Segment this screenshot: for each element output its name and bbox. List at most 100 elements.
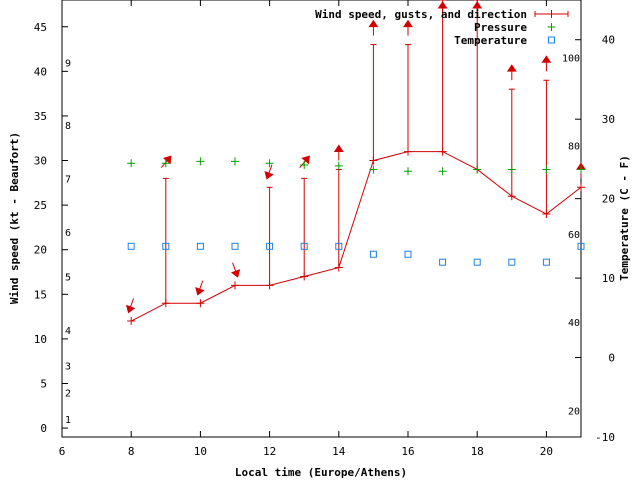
temperature-point — [231, 242, 239, 250]
y-tick-label: 20 — [34, 244, 47, 257]
temperature-point — [196, 242, 204, 250]
pressure-point — [300, 160, 309, 169]
legend-sample-pressure — [547, 23, 556, 31]
temperature-point — [127, 242, 135, 250]
legend-label: Pressure — [474, 21, 527, 34]
y2-tick-label: 10 — [602, 272, 615, 285]
beaufort-label: 1 — [65, 415, 71, 426]
pressure-point — [438, 167, 447, 176]
x-tick-label: 14 — [332, 445, 346, 458]
fahrenheit-label: 60 — [568, 230, 580, 241]
wind-direction-arrow — [333, 144, 344, 161]
temperature-point — [577, 242, 585, 250]
pressure-point — [404, 167, 412, 176]
pressure-point — [231, 157, 239, 166]
pressure-point — [334, 161, 343, 170]
wind-direction-arrow — [264, 164, 274, 180]
beaufort-label: 6 — [65, 228, 71, 239]
arrow-head — [472, 1, 483, 9]
x-tick-label: 16 — [401, 445, 414, 458]
y2-tick-label: -10 — [595, 431, 615, 444]
fahrenheit-label: 100 — [562, 53, 580, 64]
legend-sample-wind-marks — [534, 10, 569, 18]
arrow-head — [301, 155, 310, 165]
arrow-head — [195, 286, 205, 296]
wind-speed-point — [507, 192, 516, 201]
fahrenheit-label: 40 — [568, 318, 580, 329]
wind-direction-arrow — [195, 280, 205, 296]
fahrenheit-label: 20 — [568, 407, 580, 418]
beaufort-label: 3 — [65, 362, 71, 373]
arrow-head — [541, 55, 552, 63]
wind-speed-point — [265, 281, 274, 290]
arrow-head — [333, 144, 344, 152]
beaufort-label: 7 — [65, 174, 71, 185]
wind-speed-point — [577, 183, 585, 192]
wind-direction-arrow — [230, 262, 241, 278]
pressure-point — [473, 165, 482, 174]
wind-direction-arrow — [299, 155, 310, 169]
wind-speed-point — [161, 299, 170, 308]
pressure-point — [161, 159, 170, 168]
pressure-point — [127, 159, 136, 168]
pressure-point — [577, 165, 585, 174]
wind-direction-arrow — [368, 19, 379, 36]
wind-speed-point — [404, 147, 412, 156]
y-axis-title: Wind speed (kt - Beaufort) — [8, 132, 21, 304]
wind-speed-point — [231, 281, 239, 290]
temperature-point — [369, 250, 377, 258]
temperature-point — [266, 242, 274, 250]
beaufort-label: 8 — [65, 121, 71, 132]
y-tick-label: 15 — [34, 288, 47, 301]
y2-tick-label: 40 — [602, 34, 615, 47]
temperature-point — [335, 242, 343, 250]
y2-tick-label: 20 — [602, 193, 615, 206]
beaufort-label: 4 — [65, 326, 71, 337]
legend-label: Wind speed, gusts, and direction — [315, 8, 527, 21]
beaufort-label: 9 — [65, 58, 71, 69]
pressure-point — [542, 165, 551, 174]
beaufort-label: 5 — [65, 272, 71, 283]
y-tick-label: 10 — [34, 333, 47, 346]
plot-area — [61, 0, 582, 438]
temperature-point — [404, 250, 412, 258]
pressure-point — [196, 157, 205, 166]
y-tick-label: 30 — [34, 155, 47, 168]
x-tick-label: 20 — [540, 445, 553, 458]
y-tick-label: 0 — [40, 422, 47, 435]
wind-direction-arrow — [472, 1, 483, 17]
temperature-point — [473, 258, 481, 266]
wind-speed-point — [369, 156, 378, 165]
arrow-head — [506, 64, 517, 72]
x-axis-title: Local time (Europe/Athens) — [235, 466, 407, 479]
y2-tick-label: 30 — [602, 113, 615, 126]
arrow-head — [230, 269, 241, 278]
wind-speed-point — [127, 317, 136, 326]
temperature-point — [508, 258, 516, 266]
wind-direction-arrow — [437, 1, 448, 17]
pressure-point — [369, 165, 378, 174]
y-tick-label: 40 — [34, 65, 47, 78]
wind-direction-arrow — [403, 19, 413, 36]
wind-speed-point — [196, 299, 205, 308]
wind-speed-point — [438, 147, 447, 156]
arrow-head — [368, 19, 379, 28]
fahrenheit-label: 80 — [568, 142, 580, 153]
y-tick-label: 35 — [34, 110, 47, 123]
wind-direction-arrow — [541, 55, 552, 72]
x-tick-label: 18 — [471, 445, 484, 458]
pressure-point — [265, 159, 274, 168]
beaufort-label: 2 — [65, 388, 71, 399]
x-tick-label: 10 — [194, 445, 207, 458]
y-tick-label: 25 — [34, 199, 47, 212]
legend-label: Temperature — [454, 34, 527, 47]
temperature-point — [439, 258, 447, 266]
wind-direction-arrow — [126, 298, 136, 314]
wind-direction-arrow — [506, 64, 517, 81]
x-tick-label: 6 — [59, 445, 66, 458]
arrow-head — [264, 171, 274, 180]
wind-speed-point — [334, 263, 343, 272]
wind-speed-line — [130, 151, 582, 322]
arrow-head — [162, 155, 172, 165]
